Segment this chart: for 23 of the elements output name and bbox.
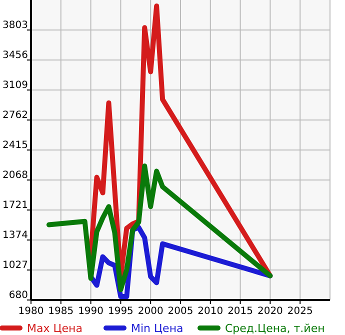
legend-label: Min Цена — [131, 322, 184, 335]
x-tick-label: 2000 — [138, 306, 164, 317]
y-tick-label: 3109 — [2, 80, 28, 91]
y-tick-label: 3803 — [2, 20, 28, 31]
x-tick-label: 2025 — [287, 306, 313, 317]
x-tick-label: 1990 — [78, 306, 104, 317]
x-tick-label: 2005 — [168, 306, 194, 317]
x-tick-label: 2010 — [198, 306, 224, 317]
y-tick-label: 1374 — [2, 230, 28, 241]
y-tick-label: 2415 — [2, 140, 28, 151]
y-tick-label: 680 — [8, 290, 28, 301]
x-tick-label: 1985 — [48, 306, 74, 317]
y-tick-label: 2068 — [2, 170, 28, 181]
x-tick-label: 2015 — [228, 306, 254, 317]
legend-label: Сред.Цена, т.йен — [225, 322, 325, 335]
y-tick-label: 2762 — [2, 110, 28, 121]
legend-label: Max Цена — [27, 322, 82, 335]
y-tick-label: 1027 — [2, 260, 28, 271]
x-tick-label: 1995 — [108, 306, 134, 317]
x-tick-label: 2020 — [257, 306, 283, 317]
y-tick-label: 3456 — [2, 50, 28, 61]
y-tick-label: 1721 — [2, 200, 28, 211]
x-tick-label: 1980 — [18, 306, 44, 317]
